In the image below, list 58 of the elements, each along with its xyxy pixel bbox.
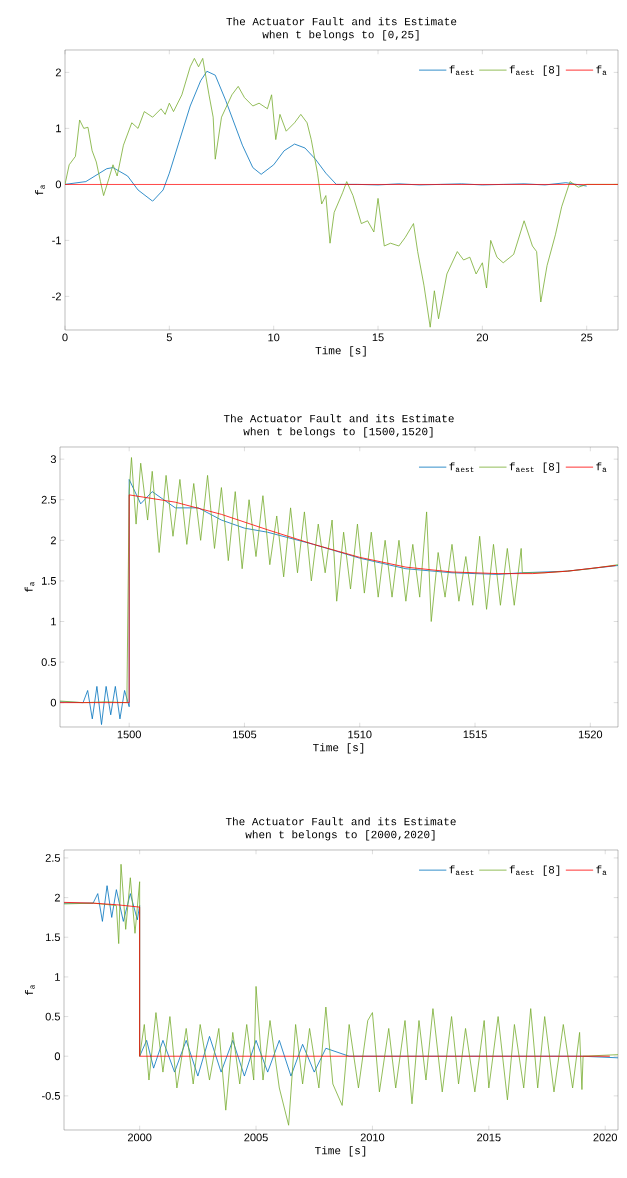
y-tick-label: -2 bbox=[52, 292, 61, 301]
text: f$_{aest}$ [8] bbox=[509, 865, 560, 876]
legend-label: f$_{aest}$ bbox=[449, 65, 474, 76]
x-tick-label: 2020 bbox=[593, 1133, 617, 1142]
legend-label: f$_{aest}$ bbox=[449, 462, 474, 473]
legend-label: f$_{a}$ bbox=[596, 865, 607, 876]
x-axis-title: Time [s] bbox=[315, 346, 366, 357]
x-tick-label: 2005 bbox=[244, 1133, 268, 1142]
y-axis-title: f$_{a}$ bbox=[24, 984, 35, 996]
chart-subtitle: when t belongs to [2000,2020] bbox=[245, 830, 435, 841]
chart-title: The Actuator Fault and its Estimate bbox=[223, 414, 454, 423]
y-tick-label: 0 bbox=[55, 180, 62, 189]
y-tick-label: 1 bbox=[56, 124, 61, 133]
y-axis-title: f$_{a}$ bbox=[35, 184, 45, 196]
y-tick-label: 1.5 bbox=[46, 933, 60, 942]
x-tick-label: 10 bbox=[268, 333, 280, 342]
y-tick-label: 0 bbox=[50, 698, 57, 707]
chart-subtitle: when t belongs to [0,25] bbox=[262, 30, 419, 41]
y-tick-label: 1 bbox=[55, 973, 60, 981]
y-tick-label: 1.5 bbox=[42, 577, 56, 585]
text: f$_{aest}$ [8] bbox=[509, 462, 560, 473]
chart-subtitle: when t belongs to [1500,1520] bbox=[243, 427, 433, 438]
legend-label: f$_{a}$ bbox=[596, 462, 607, 473]
line-series bbox=[64, 863, 619, 1126]
x-tick-label: 1505 bbox=[233, 730, 257, 739]
x-tick-label: 2015 bbox=[477, 1133, 501, 1142]
y-tick-label: -1 bbox=[52, 236, 61, 245]
x-tick-label: 0 bbox=[62, 333, 68, 342]
y-axis-title: f$_{a}$ bbox=[24, 581, 35, 593]
x-axis-title: Time [s] bbox=[315, 1146, 366, 1157]
x-tick-label: 1520 bbox=[578, 730, 603, 739]
y-tick-label: 0.5 bbox=[45, 1012, 60, 1021]
y-tick-label: 3 bbox=[50, 455, 56, 464]
y-tick-label: 0 bbox=[54, 1052, 61, 1061]
x-tick-label: 25 bbox=[581, 333, 593, 342]
legend-label: f$_{a}$ bbox=[596, 65, 607, 76]
y-tick-label: 2.5 bbox=[45, 854, 60, 862]
x-tick-label: 5 bbox=[166, 333, 172, 342]
y-tick-label: 2 bbox=[55, 68, 61, 77]
x-tick-label: 15 bbox=[372, 333, 384, 342]
x-tick-label: 1515 bbox=[463, 730, 487, 739]
x-axis-title: Time [s] bbox=[313, 743, 364, 754]
y-tick-label: 1 bbox=[51, 617, 56, 626]
y-tick-label: 2 bbox=[50, 536, 56, 545]
x-tick-label: 20 bbox=[476, 333, 489, 342]
x-tick-label: 2000 bbox=[127, 1133, 152, 1142]
x-tick-label: 2010 bbox=[360, 1133, 385, 1142]
chart-title: The Actuator Fault and its Estimate bbox=[226, 17, 457, 26]
line-series bbox=[64, 901, 611, 1057]
x-tick-label: 1500 bbox=[117, 730, 141, 739]
text: f$_{aest}$ [8] bbox=[509, 65, 560, 76]
y-tick-label: 2.5 bbox=[41, 495, 56, 504]
y-tick-label: 0.5 bbox=[41, 658, 56, 666]
legend-label: f$_{aest}$ bbox=[449, 865, 474, 876]
chart-title: The Actuator Fault and its Estimate bbox=[225, 817, 456, 826]
x-tick-label: 1510 bbox=[348, 730, 372, 739]
y-tick-label: 2 bbox=[54, 893, 60, 902]
y-tick-label: -0.5 bbox=[42, 1092, 60, 1100]
